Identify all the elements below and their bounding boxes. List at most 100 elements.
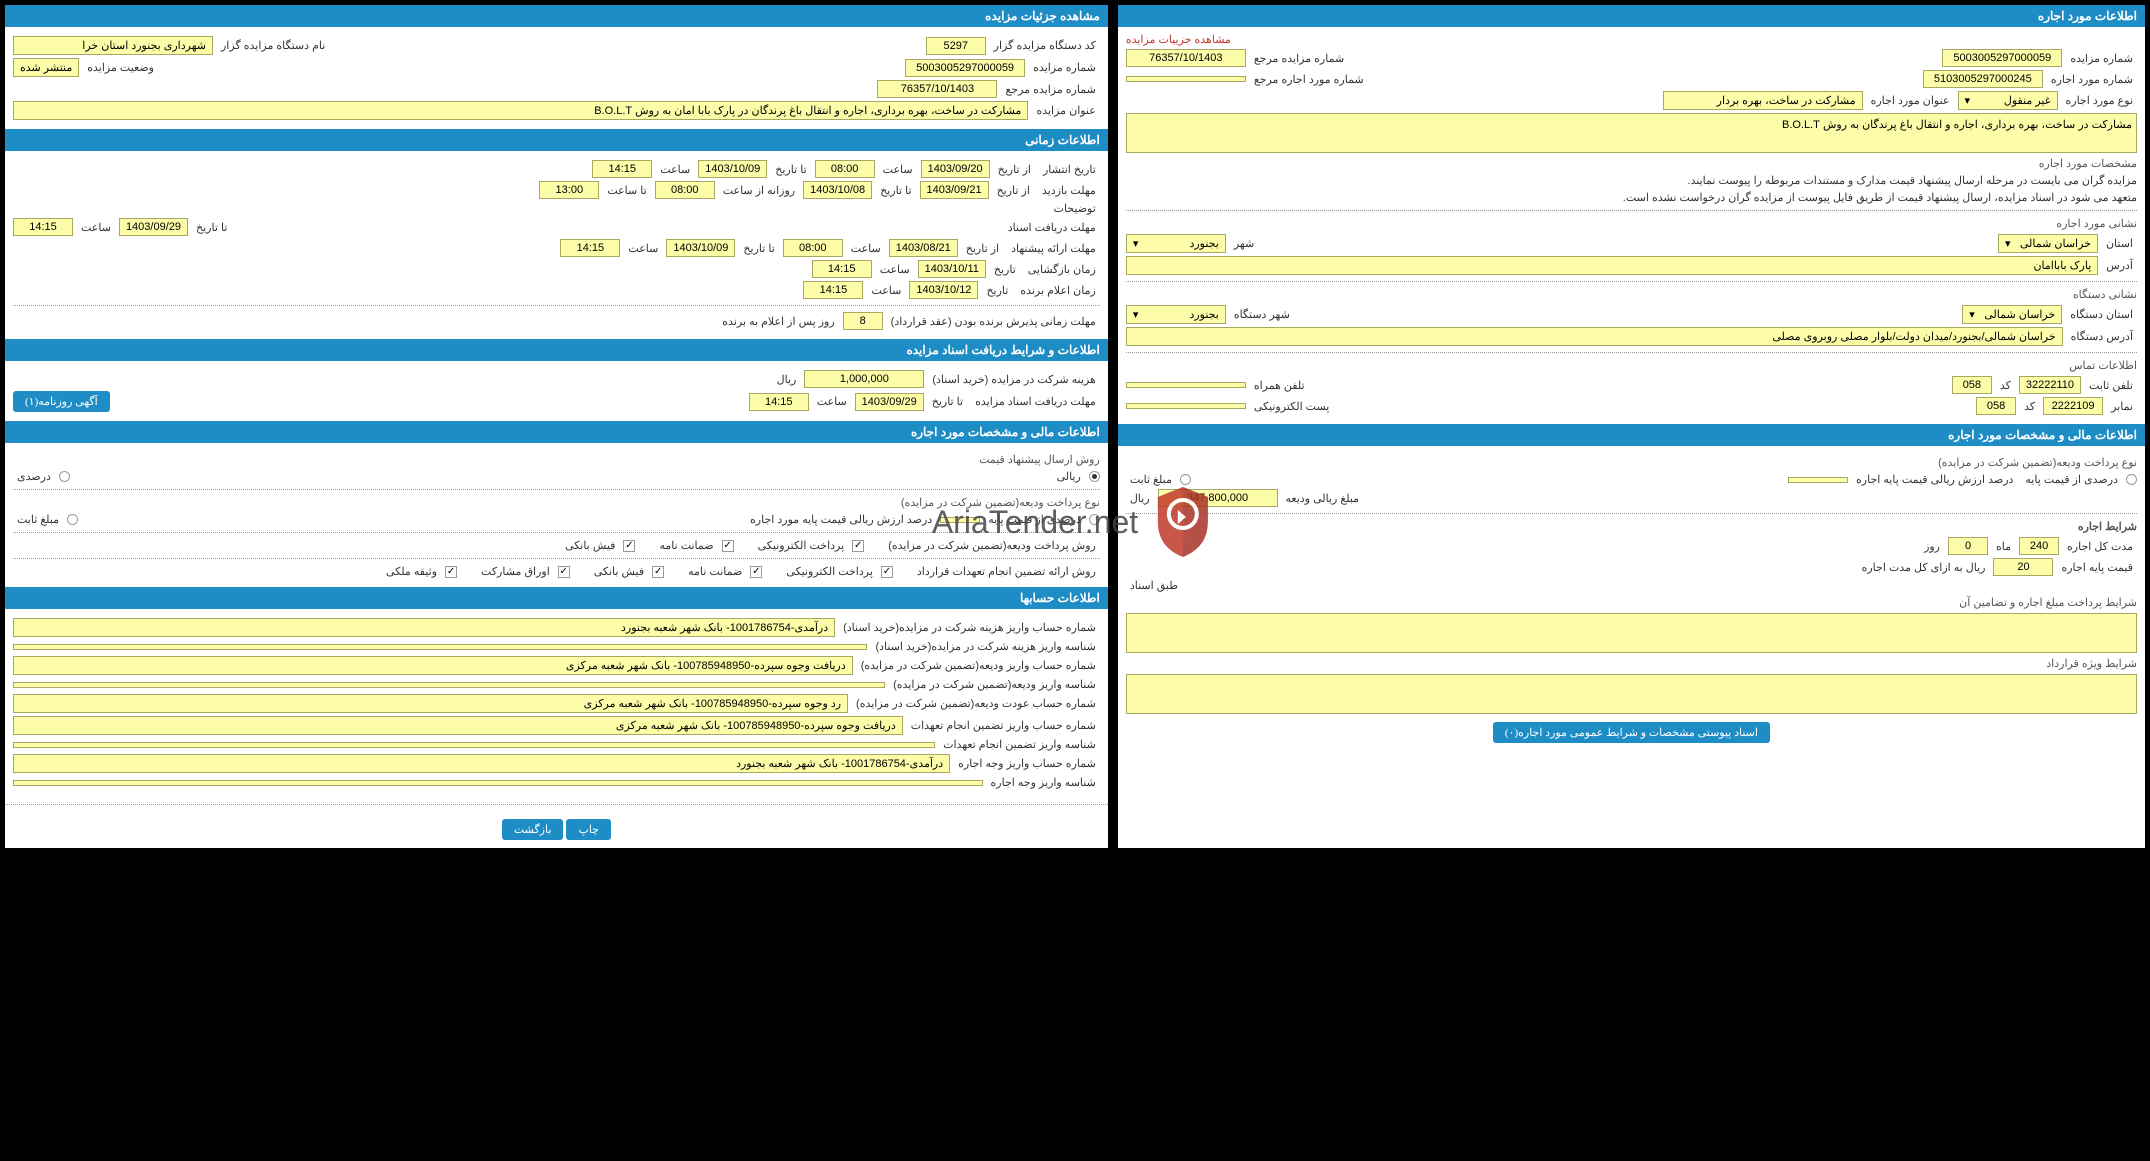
base-price-value: 20	[1993, 558, 2053, 576]
org-address-label: آدرس دستگاه	[2067, 330, 2137, 343]
fax-code-label: کد	[2020, 400, 2039, 413]
lease-item-no-value: 5103005297000245	[1923, 70, 2043, 88]
lease-type-dropdown[interactable]: غیر منقول	[1958, 91, 2058, 110]
lease-info-header: اطلاعات مورد اجاره	[1118, 5, 2145, 27]
payment-terms-label: شرایط پرداخت مبلغ اجاره و تضامین آن	[1126, 596, 2137, 609]
province-dropdown[interactable]: خراسان شمالی	[1998, 234, 2098, 253]
payment-terms-box[interactable]	[1126, 613, 2137, 653]
auction-details-header: مشاهده جزئیات مزایده	[5, 5, 1108, 27]
org-city-label: شهر دستگاه	[1230, 308, 1294, 321]
deposit-type-label: نوع پرداخت ودیعه(تضمین شرکت در مزایده)	[1126, 456, 2137, 469]
epay-checkbox[interactable]	[852, 540, 864, 552]
back-button[interactable]: بازگشت	[502, 819, 564, 840]
ref-auction-value: 76357/10/1403	[1126, 49, 1246, 67]
acc4id	[13, 742, 935, 748]
email-label: پست الکترونیکی	[1250, 400, 1334, 413]
pct-deposit-label: درصد ارزش ریالی قیمت پایه اجاره	[1852, 473, 2017, 486]
phone-code-label: کد	[1996, 379, 2015, 392]
doc-conditions-header: اطلاعات و شرایط دریافت اسناد مزایده	[5, 339, 1108, 361]
publish-from: 1403/09/20	[921, 160, 990, 178]
org-address-value: خراسان شمالی/بجنورد/میدان دولت/بلوار مصل…	[1126, 327, 2063, 346]
visit-to: 1403/10/08	[803, 181, 872, 199]
ref-auction-label: شماره مزایده مرجع	[1250, 52, 1348, 65]
pct-radio[interactable]	[59, 471, 70, 482]
visit-to-time: 13:00	[539, 181, 599, 199]
pct-base-radio-r[interactable]	[1089, 514, 1100, 525]
opening-date: 1403/10/11	[918, 260, 986, 278]
total-duration-label: مدت کل اجاره	[2063, 540, 2137, 553]
auction-status: منتشر شده	[13, 58, 79, 77]
ref-lease-label: شماره مورد اجاره مرجع	[1250, 73, 1368, 86]
contract-terms-box[interactable]	[1126, 674, 2137, 714]
fax-label: نمابر	[2107, 400, 2137, 413]
time-info-header: اطلاعات زمانی	[5, 129, 1108, 151]
months-value: 240	[2019, 537, 2059, 555]
fax-code-value: 058	[1976, 397, 2016, 415]
auctioneer-code: 5297	[926, 37, 986, 55]
publish-time: 08:00	[815, 160, 875, 178]
rial-radio[interactable]	[1089, 471, 1100, 482]
doc-to: 1403/09/29	[119, 218, 188, 236]
acc1id	[13, 644, 867, 650]
guarantee-checkbox[interactable]	[722, 540, 734, 552]
fax-value: 2222109	[2043, 397, 2103, 415]
publish-to-time: 14:15	[592, 160, 652, 178]
org-city-dropdown[interactable]: بجنورد	[1126, 305, 1226, 324]
auction-title: مشارکت در ساخت، بهره برداری، اجاره و انت…	[13, 101, 1028, 120]
ref-lease-value	[1126, 76, 1246, 82]
bankslip-checkbox[interactable]	[623, 540, 635, 552]
securities-checkbox[interactable]	[558, 566, 570, 578]
bankslip2-checkbox[interactable]	[652, 566, 664, 578]
acc5: درآمدی-1001786754- بانک شهر شعبه بجنورد	[13, 754, 950, 773]
print-button[interactable]: چاپ	[566, 819, 611, 840]
city-dropdown[interactable]: بجنورد	[1126, 234, 1226, 253]
bid-from: 1403/08/21	[889, 239, 958, 257]
mobile-label: تلفن همراه	[1250, 379, 1309, 392]
guarantee2-checkbox[interactable]	[750, 566, 762, 578]
auction-no-value: 5003005297000059	[1942, 49, 2062, 67]
lease-terms-header: شرایط اجاره	[1126, 520, 2137, 533]
address-label: آدرس	[2102, 259, 2137, 272]
left-panel: اطلاعات مورد اجاره مشاهده جزییات مزایده …	[1118, 5, 2145, 848]
fee-value: 1,000,000	[804, 370, 924, 388]
org-province-dropdown[interactable]: خراسان شمالی	[1962, 305, 2062, 324]
view-details-link[interactable]: مشاهده جزییات مزایده	[1126, 34, 1231, 46]
lease-item-no-label: شماره مورد اجاره	[2047, 73, 2137, 86]
base-price-label: قیمت پایه اجاره	[2057, 561, 2137, 574]
mobile-value	[1126, 382, 1246, 388]
bid-to: 1403/10/09	[666, 239, 735, 257]
right-panel: مشاهده جزئیات مزایده کد دستگاه مزایده گز…	[5, 5, 1108, 848]
property-checkbox[interactable]	[445, 566, 457, 578]
winner-time: 14:15	[803, 281, 863, 299]
fixed-amt-radio[interactable]	[1180, 474, 1191, 485]
auctioneer-name: شهرداری بجنورد استان خرا	[13, 36, 213, 55]
contact-section: اطلاعات تماس	[1126, 359, 2137, 372]
acc5id	[13, 780, 983, 786]
lease-spec-label: مشخصات مورد اجاره	[1126, 157, 2137, 170]
phone-label: تلفن ثابت	[2085, 379, 2137, 392]
phone-code-value: 058	[1952, 376, 1992, 394]
doc-time: 14:15	[13, 218, 73, 236]
address-section-label: نشانی مورد اجاره	[1126, 217, 2137, 230]
lease-title-label: عنوان مورد اجاره	[1867, 94, 1954, 107]
fixed-radio-r[interactable]	[67, 514, 78, 525]
pct-base-value	[940, 517, 980, 523]
acc2: دریافت وجوه سپرده-100785948950- بانک شهر…	[13, 656, 853, 675]
acc1: درآمدی-1001786754- بانک شهر شعبه بجنورد	[13, 618, 835, 637]
winner-date: 1403/10/12	[909, 281, 978, 299]
attachments-button[interactable]: اسناد پیوستی مشخصات و شرایط عمومی مورد ا…	[1493, 722, 1770, 743]
phone-value: 32222110	[2019, 376, 2081, 394]
r-auction-no: 5003005297000059	[905, 59, 1025, 77]
email-value	[1126, 403, 1246, 409]
doc-receive-date: 1403/09/29	[855, 393, 924, 411]
acc4: دریافت وجوه سپرده-100785948950- بانک شهر…	[13, 716, 903, 735]
publish-to: 1403/10/09	[698, 160, 767, 178]
contract-terms-label: شرایط ویژه قرارداد	[1126, 657, 2137, 670]
opening-time: 14:15	[812, 260, 872, 278]
financial-spec-header: اطلاعات مالی و مشخصات مورد اجاره	[5, 421, 1108, 443]
accounts-header: اطلاعات حسابها	[5, 587, 1108, 609]
pct-base-radio[interactable]	[2126, 474, 2137, 485]
acc2id	[13, 682, 885, 688]
newspaper-button[interactable]: آگهی روزنامه(۱)	[13, 391, 110, 412]
epay2-checkbox[interactable]	[881, 566, 893, 578]
